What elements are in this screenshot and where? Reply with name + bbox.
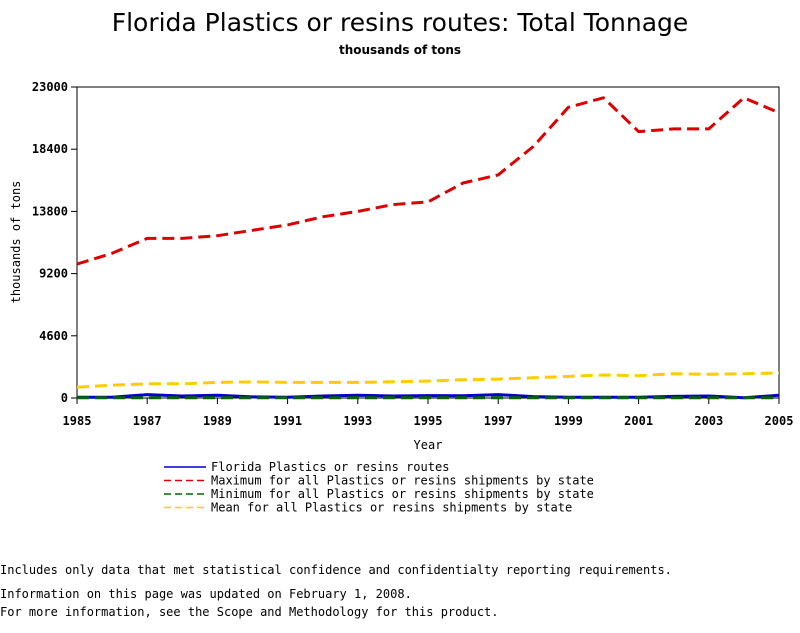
legend-label: Minimum for all Plastics or resins shipm… bbox=[211, 487, 594, 501]
x-tick-label: 2005 bbox=[765, 414, 794, 428]
x-tick-label: 2001 bbox=[624, 414, 653, 428]
x-tick-label: 1999 bbox=[554, 414, 583, 428]
x-tick-label: 1995 bbox=[414, 414, 443, 428]
x-tick-label: 1991 bbox=[273, 414, 302, 428]
y-axis-label: thousands of tons bbox=[9, 181, 23, 304]
plot-area bbox=[76, 86, 780, 399]
x-axis-ticks: 1985 1987 1989 1991 1993 1995 1997 1999 2001 2003… bbox=[63, 398, 794, 428]
y-axis-ticks: 0 4600 9200 13800 18400 23000 bbox=[32, 80, 77, 405]
chart-subtitle: thousands of tons bbox=[339, 43, 461, 57]
updated-note: Information on this page was updated on … bbox=[0, 587, 412, 601]
x-tick-label: 1985 bbox=[63, 414, 92, 428]
line-chart: Florida Plastics or resins routes: Total… bbox=[9, 8, 794, 515]
y-tick-label: 13800 bbox=[32, 204, 68, 218]
legend: Florida Plastics or resins routesMaximum… bbox=[164, 460, 594, 515]
x-tick-label: 1989 bbox=[203, 414, 232, 428]
chart-title: Florida Plastics or resins routes: Total… bbox=[112, 8, 689, 37]
x-tick-label: 1997 bbox=[484, 414, 513, 428]
series-line bbox=[76, 96, 780, 266]
x-tick-label: 2003 bbox=[694, 414, 723, 428]
footnotes: Includes only data that met statistical … bbox=[0, 535, 800, 633]
series-line bbox=[76, 371, 780, 389]
legend-label: Mean for all Plastics or resins shipment… bbox=[211, 501, 572, 515]
x-axis-label: Year bbox=[414, 438, 443, 452]
y-tick-label: 18400 bbox=[32, 142, 68, 156]
x-tick-label: 1987 bbox=[133, 414, 162, 428]
x-tick-label: 1993 bbox=[343, 414, 372, 428]
footnote-line: For more information, see the Scope and … bbox=[0, 605, 499, 619]
series-lines bbox=[76, 96, 780, 400]
legend-label: Florida Plastics or resins routes bbox=[211, 460, 449, 474]
y-tick-label: 23000 bbox=[32, 80, 68, 94]
y-tick-label: 9200 bbox=[39, 267, 68, 281]
footnote-line: Includes only data that met statistical … bbox=[0, 563, 672, 577]
y-tick-label: 4600 bbox=[39, 329, 68, 343]
y-tick-label: 0 bbox=[61, 391, 68, 405]
legend-label: Maximum for all Plastics or resins shipm… bbox=[211, 474, 594, 488]
plot-frame bbox=[76, 86, 780, 399]
